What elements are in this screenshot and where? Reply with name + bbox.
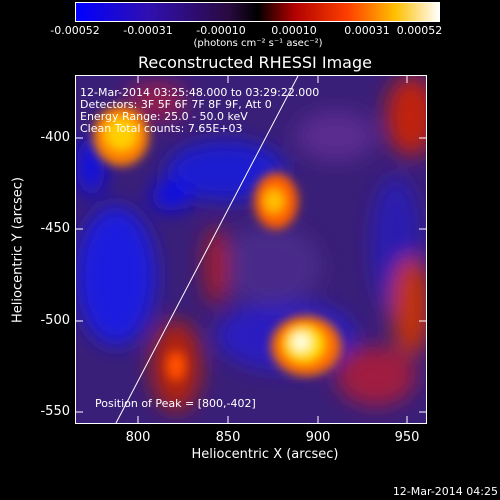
y-tick-label: -400	[40, 130, 70, 145]
colorbar-tick: -0.00010	[196, 24, 246, 37]
colorbar-units: (photons cm⁻² s⁻¹ asec⁻²)	[193, 38, 323, 49]
x-tick-label: 800	[125, 430, 151, 445]
image-plot-area	[75, 75, 436, 424]
colorbar-tick: 0.00052	[396, 24, 443, 37]
x-tick-label: 900	[305, 430, 331, 445]
clean-counts-label: Clean Total counts: 7.65E+03	[80, 122, 243, 135]
x-axis-label: Heliocentric X (arcsec)	[191, 447, 339, 462]
colorbar-gradient	[76, 3, 439, 21]
colorbar-tick: -0.00031	[123, 24, 173, 37]
colorbar-tick: -0.00052	[50, 24, 100, 37]
energy-range-label: Energy Range: 25.0 - 50.0 keV	[80, 110, 248, 123]
peak-position-label: Position of Peak = [800,-402]	[95, 397, 256, 410]
y-tick-label: -500	[40, 313, 70, 328]
footer-timestamp: 12-Mar-2014 04:25	[392, 485, 498, 498]
y-tick-label: -450	[40, 221, 70, 236]
image-title: Reconstructed RHESSI Image	[138, 53, 372, 72]
colorbar	[75, 2, 440, 22]
x-tick-label: 850	[215, 430, 241, 445]
detectors-label: Detectors: 3F 5F 6F 7F 8F 9F, Att 0	[80, 98, 272, 111]
rhessi-image	[76, 75, 436, 424]
colorbar-tick: 0.00031	[344, 24, 390, 37]
y-axis-label: Heliocentric Y (arcsec)	[10, 177, 26, 323]
y-tick-label: -550	[40, 404, 70, 419]
colorbar-tick: 0.00010	[271, 24, 317, 37]
time-range-label: 12-Mar-2014 03:25:48.000 to 03:29:22.000	[80, 86, 320, 99]
x-tick-label: 950	[394, 430, 420, 445]
